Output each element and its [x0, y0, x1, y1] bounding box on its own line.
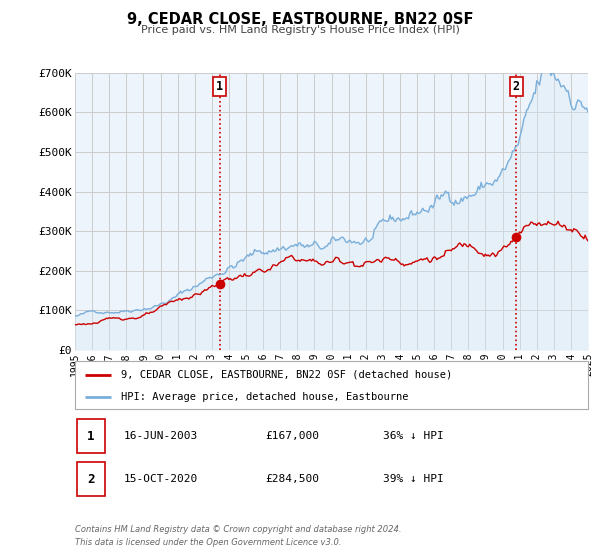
- Text: 2: 2: [512, 80, 520, 93]
- FancyBboxPatch shape: [77, 463, 105, 496]
- Text: HPI: Average price, detached house, Eastbourne: HPI: Average price, detached house, East…: [121, 392, 409, 402]
- FancyBboxPatch shape: [75, 361, 588, 409]
- Text: 39% ↓ HPI: 39% ↓ HPI: [383, 474, 443, 484]
- Text: £284,500: £284,500: [265, 474, 319, 484]
- Text: 2: 2: [87, 473, 95, 486]
- Text: 1: 1: [216, 80, 223, 93]
- Text: £167,000: £167,000: [265, 431, 319, 441]
- FancyBboxPatch shape: [77, 419, 105, 453]
- Text: Contains HM Land Registry data © Crown copyright and database right 2024.: Contains HM Land Registry data © Crown c…: [75, 525, 401, 534]
- Text: 9, CEDAR CLOSE, EASTBOURNE, BN22 0SF (detached house): 9, CEDAR CLOSE, EASTBOURNE, BN22 0SF (de…: [121, 370, 452, 380]
- Text: 36% ↓ HPI: 36% ↓ HPI: [383, 431, 443, 441]
- Text: 15-OCT-2020: 15-OCT-2020: [124, 474, 198, 484]
- Text: This data is licensed under the Open Government Licence v3.0.: This data is licensed under the Open Gov…: [75, 538, 341, 547]
- Text: 16-JUN-2003: 16-JUN-2003: [124, 431, 198, 441]
- Text: Price paid vs. HM Land Registry's House Price Index (HPI): Price paid vs. HM Land Registry's House …: [140, 25, 460, 35]
- Text: 9, CEDAR CLOSE, EASTBOURNE, BN22 0SF: 9, CEDAR CLOSE, EASTBOURNE, BN22 0SF: [127, 12, 473, 27]
- Text: 1: 1: [87, 430, 95, 443]
